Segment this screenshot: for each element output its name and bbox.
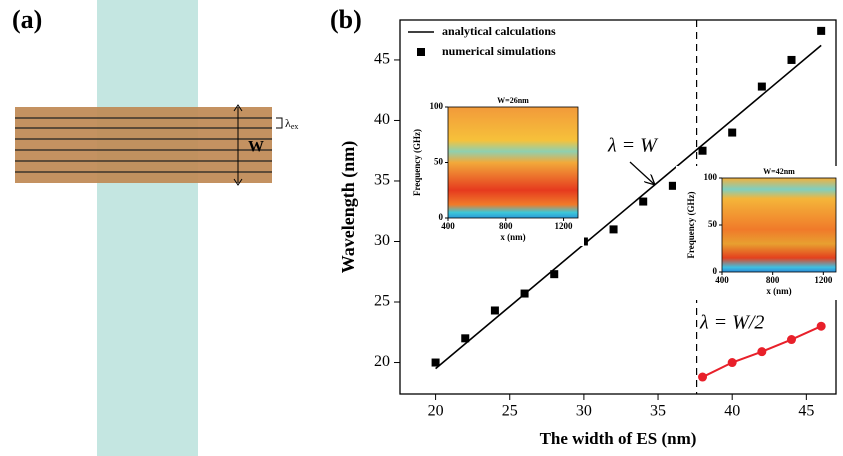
y-tick-label: 35 — [374, 172, 390, 189]
panel-label: (a) — [12, 5, 42, 34]
inset-title: W=42nm — [763, 167, 795, 176]
inset-x-tick-label: 400 — [441, 221, 455, 231]
square-marker — [817, 26, 826, 35]
inset-x-tick-label: 400 — [715, 275, 729, 285]
y-tick-label: 25 — [374, 293, 390, 310]
square-marker — [757, 82, 766, 91]
circle-marker — [787, 335, 797, 345]
y-tick-label: 20 — [374, 353, 390, 370]
period-symbol: λ — [285, 116, 291, 130]
inset-x-label: x (nm) — [500, 232, 525, 242]
period-label: λex — [285, 116, 298, 131]
square-marker — [490, 306, 499, 315]
x-tick-label: 25 — [502, 403, 518, 420]
inset-x-tick-label: 1200 — [814, 275, 833, 285]
waveguide — [97, 0, 198, 456]
annotation: λ = W — [607, 135, 659, 157]
circle-marker — [816, 321, 826, 331]
stripe-domain — [15, 107, 272, 183]
legend-label: analytical calculations — [442, 24, 556, 38]
inset-y-label: Frequency (GHz) — [686, 191, 696, 258]
annotation: λ = W/2 — [699, 312, 764, 334]
x-tick-label: 45 — [798, 403, 814, 420]
arrow-heads — [233, 104, 243, 186]
square-marker — [668, 181, 677, 190]
inset-x-tick-label: 1200 — [555, 221, 574, 231]
annotation-arrow — [629, 161, 654, 184]
inset-y-tick-label: 100 — [704, 172, 718, 182]
x-tick-label: 20 — [428, 403, 444, 420]
legend-label: numerical simulations — [442, 44, 556, 58]
inset-x-tick-label: 800 — [766, 275, 780, 285]
square-marker — [639, 197, 648, 206]
square-marker — [431, 358, 440, 367]
y-tick-label: 40 — [374, 111, 390, 128]
x-tick-label: 30 — [576, 403, 592, 420]
y-axis-label: Wavelength (nm) — [338, 141, 359, 274]
x-tick-label: 35 — [650, 403, 666, 420]
square-marker — [461, 334, 470, 343]
circle-marker — [727, 358, 737, 368]
panel-b: (b) 20 25 30 35 40 45 20 25 30 35 40 45 The width of … — [330, 5, 842, 448]
width-label: W — [248, 139, 264, 156]
inset-y-tick-label: 50 — [434, 157, 444, 167]
y-tick-label: 30 — [374, 232, 390, 249]
square-marker — [787, 55, 796, 64]
y-tick-label: 45 — [374, 51, 390, 68]
inset-y-label: Frequency (GHz) — [412, 129, 422, 196]
period-bracket — [276, 117, 283, 129]
inset-x-tick-label: 800 — [499, 221, 513, 231]
x-axis-label: The width of ES (nm) — [540, 429, 697, 448]
square-marker — [698, 146, 707, 155]
inset-title: W=26nm — [497, 96, 529, 105]
line-series — [435, 44, 822, 370]
x-tick-label: 40 — [724, 403, 740, 420]
panel-a: (a) W λex — [12, 0, 298, 456]
inset-y-tick-label: 50 — [708, 219, 718, 229]
panel-label: (b) — [330, 5, 362, 34]
inset-y-tick-label: 0 — [439, 212, 444, 222]
square-marker — [609, 225, 618, 234]
legend-swatch — [417, 48, 425, 56]
square-marker — [550, 270, 559, 279]
circle-marker — [757, 347, 767, 357]
period-subscript: ex — [291, 122, 299, 131]
inset-y-tick-label: 0 — [713, 266, 718, 276]
square-marker — [520, 289, 529, 298]
inset-x-label: x (nm) — [766, 286, 791, 296]
domain-walls — [15, 117, 272, 173]
inset-heatmap — [721, 177, 837, 273]
inset-heatmap — [447, 106, 579, 219]
circle-marker — [698, 372, 708, 382]
square-marker — [728, 128, 737, 137]
inset-y-tick-label: 100 — [430, 101, 444, 111]
